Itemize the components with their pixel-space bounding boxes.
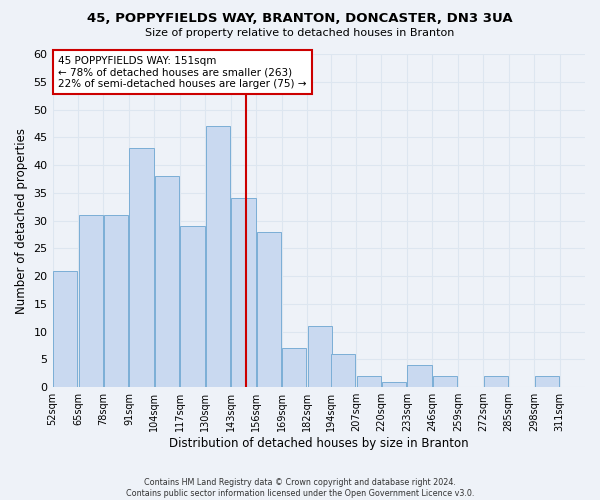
Bar xyxy=(356,376,381,387)
Text: Size of property relative to detached houses in Branton: Size of property relative to detached ho… xyxy=(145,28,455,38)
Text: Contains HM Land Registry data © Crown copyright and database right 2024.
Contai: Contains HM Land Registry data © Crown c… xyxy=(126,478,474,498)
Bar xyxy=(79,215,103,387)
Text: 45, POPPYFIELDS WAY, BRANTON, DONCASTER, DN3 3UA: 45, POPPYFIELDS WAY, BRANTON, DONCASTER,… xyxy=(87,12,513,26)
Bar xyxy=(155,176,179,387)
Text: 45 POPPYFIELDS WAY: 151sqm
← 78% of detached houses are smaller (263)
22% of sem: 45 POPPYFIELDS WAY: 151sqm ← 78% of deta… xyxy=(58,56,307,89)
Bar xyxy=(104,215,128,387)
Bar xyxy=(53,270,77,387)
Y-axis label: Number of detached properties: Number of detached properties xyxy=(15,128,28,314)
Bar xyxy=(308,326,332,387)
Bar xyxy=(331,354,355,387)
Bar xyxy=(206,126,230,387)
Bar xyxy=(407,365,432,387)
Bar xyxy=(257,232,281,387)
Bar xyxy=(382,382,406,387)
Bar xyxy=(282,348,307,387)
Bar xyxy=(181,226,205,387)
Bar xyxy=(484,376,508,387)
Bar xyxy=(433,376,457,387)
Bar xyxy=(130,148,154,387)
Bar xyxy=(231,198,256,387)
Bar xyxy=(535,376,559,387)
X-axis label: Distribution of detached houses by size in Branton: Distribution of detached houses by size … xyxy=(169,437,469,450)
